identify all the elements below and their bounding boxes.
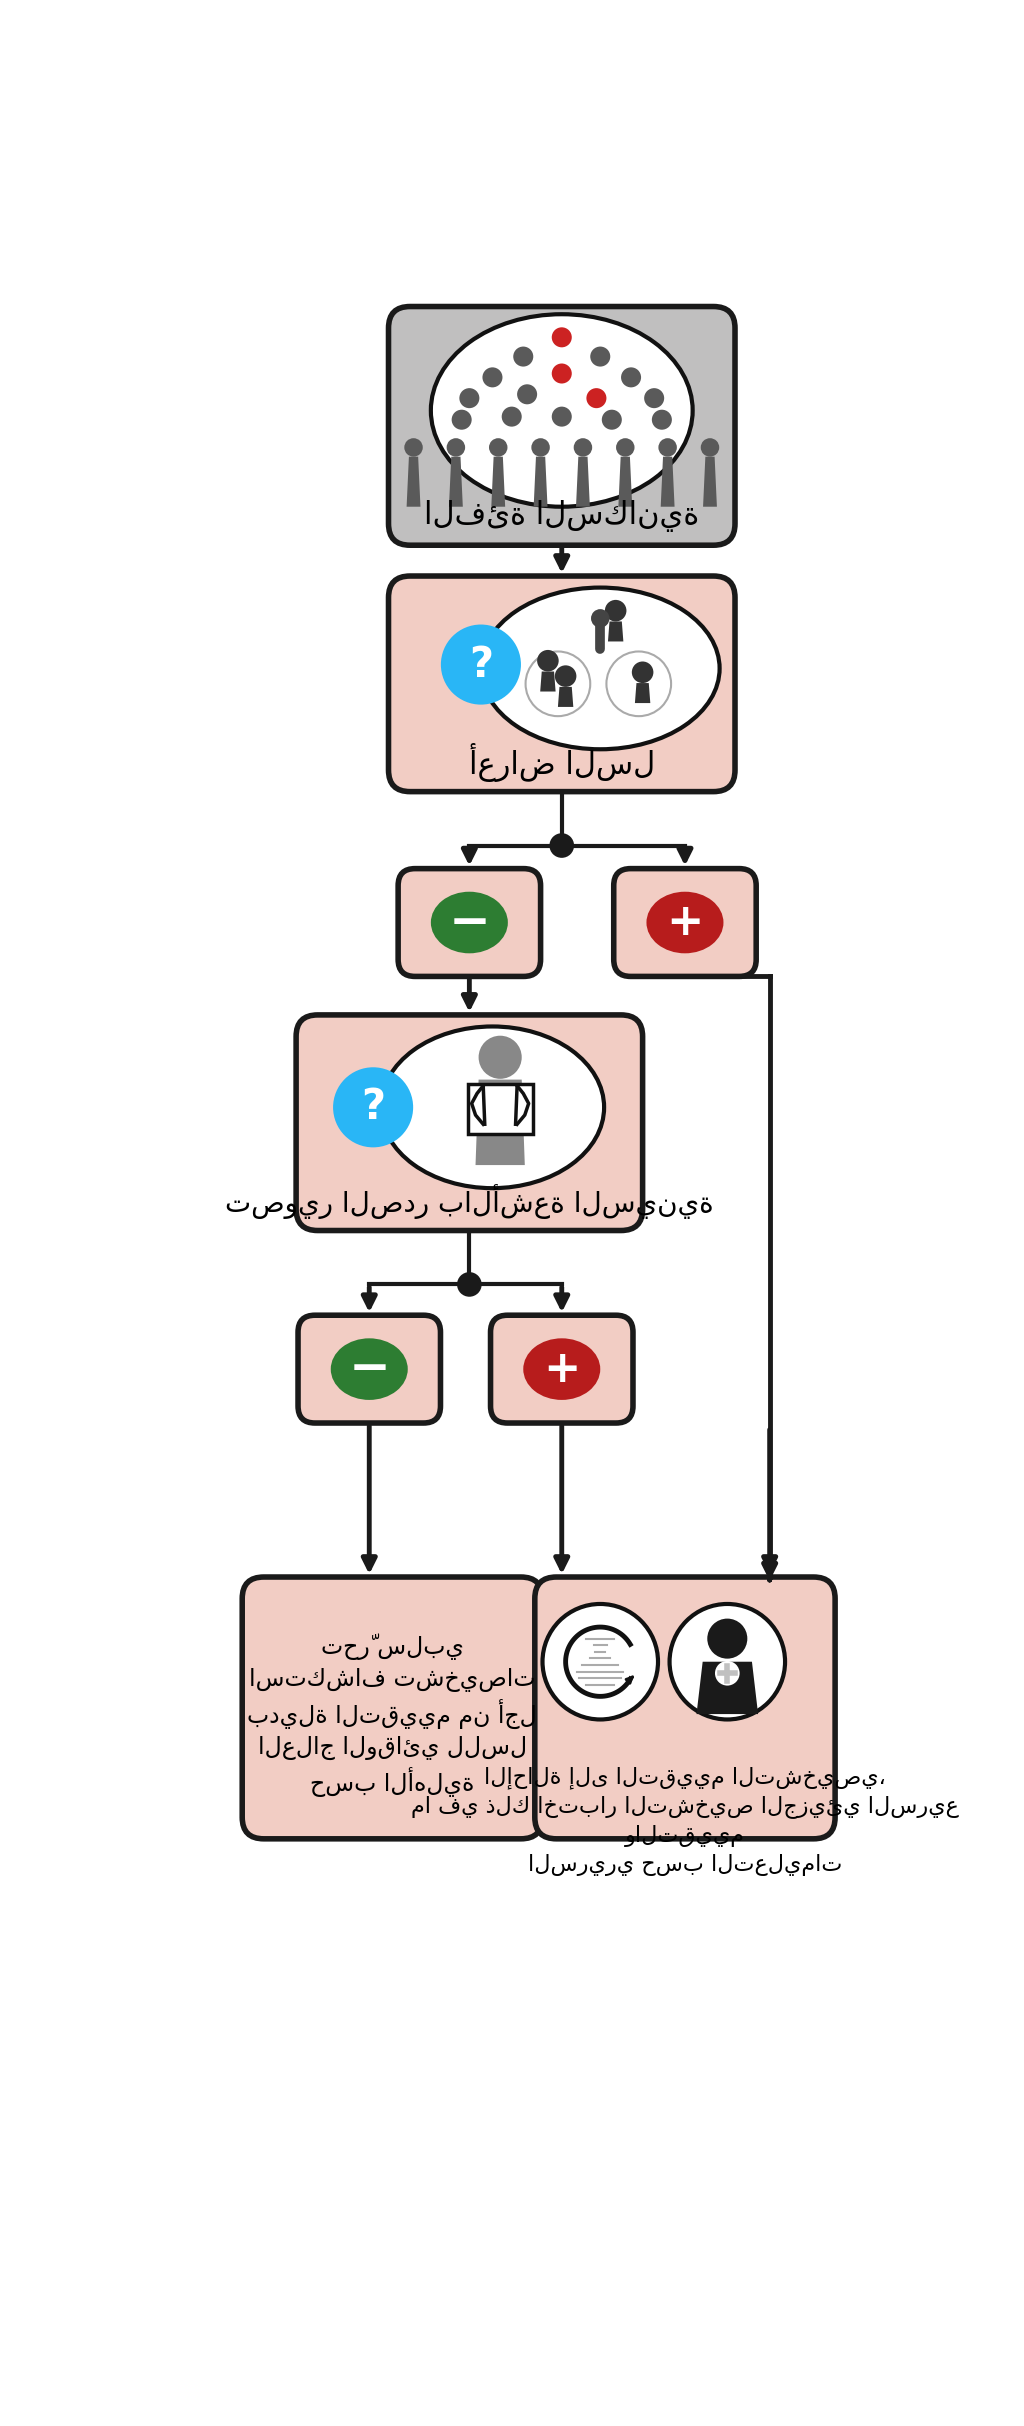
- Polygon shape: [618, 456, 632, 507]
- Circle shape: [552, 364, 571, 383]
- Polygon shape: [635, 684, 650, 704]
- Text: أعراض السل: أعراض السل: [469, 742, 655, 781]
- Polygon shape: [407, 456, 421, 507]
- Text: ?: ?: [469, 643, 493, 687]
- Circle shape: [587, 388, 606, 408]
- Circle shape: [555, 665, 577, 687]
- Circle shape: [715, 1662, 739, 1686]
- FancyBboxPatch shape: [243, 1577, 543, 1839]
- Polygon shape: [534, 456, 548, 507]
- Text: حسب الأهلية: حسب الأهلية: [310, 1766, 474, 1798]
- Text: العلاج الوقائي للسل: العلاج الوقائي للسل: [258, 1737, 527, 1759]
- Polygon shape: [449, 456, 463, 507]
- Circle shape: [652, 410, 672, 429]
- Polygon shape: [475, 1080, 524, 1164]
- Circle shape: [446, 439, 465, 456]
- Circle shape: [632, 662, 653, 684]
- FancyBboxPatch shape: [298, 1315, 440, 1424]
- Circle shape: [550, 832, 574, 859]
- Text: −: −: [449, 898, 490, 946]
- Circle shape: [531, 439, 550, 456]
- Circle shape: [457, 1271, 481, 1298]
- Polygon shape: [608, 621, 624, 640]
- FancyBboxPatch shape: [613, 869, 756, 975]
- Polygon shape: [696, 1662, 758, 1715]
- Circle shape: [621, 366, 641, 388]
- Circle shape: [489, 439, 508, 456]
- Circle shape: [441, 623, 521, 704]
- Polygon shape: [577, 456, 590, 507]
- Ellipse shape: [646, 893, 724, 953]
- Polygon shape: [541, 672, 556, 691]
- Circle shape: [513, 347, 534, 366]
- Circle shape: [538, 650, 559, 672]
- Text: ما في ذلك اختبار التشخيص الجزيئي السريع: ما في ذلك اختبار التشخيص الجزيئي السريع: [411, 1795, 958, 1817]
- Circle shape: [543, 1604, 658, 1720]
- FancyBboxPatch shape: [468, 1084, 532, 1135]
- Ellipse shape: [431, 893, 508, 953]
- FancyBboxPatch shape: [296, 1014, 643, 1230]
- Polygon shape: [703, 456, 717, 507]
- Text: الفئة السكانية: الفئة السكانية: [424, 500, 699, 531]
- Polygon shape: [558, 687, 573, 706]
- Circle shape: [404, 439, 423, 456]
- Circle shape: [605, 599, 627, 621]
- Text: بديلة التقييم من أجل: بديلة التقييم من أجل: [248, 1698, 538, 1730]
- FancyBboxPatch shape: [490, 1315, 633, 1424]
- Circle shape: [552, 328, 571, 347]
- Circle shape: [616, 439, 635, 456]
- Text: +: +: [543, 1346, 581, 1390]
- Ellipse shape: [431, 315, 692, 507]
- Circle shape: [478, 1036, 521, 1080]
- Circle shape: [602, 410, 622, 429]
- Text: تحرّ سلبي: تحرّ سلبي: [321, 1633, 464, 1659]
- Ellipse shape: [523, 1339, 600, 1400]
- Circle shape: [552, 408, 571, 427]
- Circle shape: [460, 388, 479, 408]
- Text: +: +: [667, 900, 703, 944]
- Text: استكشاف تشخيصات: استكشاف تشخيصات: [249, 1669, 536, 1693]
- FancyBboxPatch shape: [388, 306, 735, 546]
- Circle shape: [502, 408, 521, 427]
- Polygon shape: [492, 456, 505, 507]
- Circle shape: [670, 1604, 785, 1720]
- Polygon shape: [660, 456, 675, 507]
- Ellipse shape: [481, 587, 720, 750]
- FancyBboxPatch shape: [388, 575, 735, 791]
- Text: والتقييم: والتقييم: [625, 1824, 745, 1846]
- Ellipse shape: [381, 1026, 604, 1189]
- Text: الإحالة إلى التقييم التشخيصي،: الإحالة إلى التقييم التشخيصي،: [484, 1766, 886, 1788]
- Circle shape: [333, 1067, 413, 1147]
- Circle shape: [700, 439, 719, 456]
- Circle shape: [517, 383, 538, 405]
- Circle shape: [591, 609, 609, 628]
- FancyBboxPatch shape: [398, 869, 541, 975]
- Circle shape: [573, 439, 592, 456]
- Text: −: −: [348, 1344, 390, 1393]
- Circle shape: [644, 388, 665, 408]
- FancyBboxPatch shape: [535, 1577, 836, 1839]
- Ellipse shape: [331, 1339, 408, 1400]
- Circle shape: [452, 410, 472, 429]
- Text: السريري حسب التعليمات: السريري حسب التعليمات: [527, 1853, 842, 1875]
- Text: تصوير الصدر بالأشعة السينية: تصوير الصدر بالأشعة السينية: [225, 1184, 714, 1218]
- Circle shape: [658, 439, 677, 456]
- Text: ?: ?: [361, 1087, 385, 1128]
- Circle shape: [482, 366, 503, 388]
- Circle shape: [590, 347, 610, 366]
- Circle shape: [708, 1618, 748, 1659]
